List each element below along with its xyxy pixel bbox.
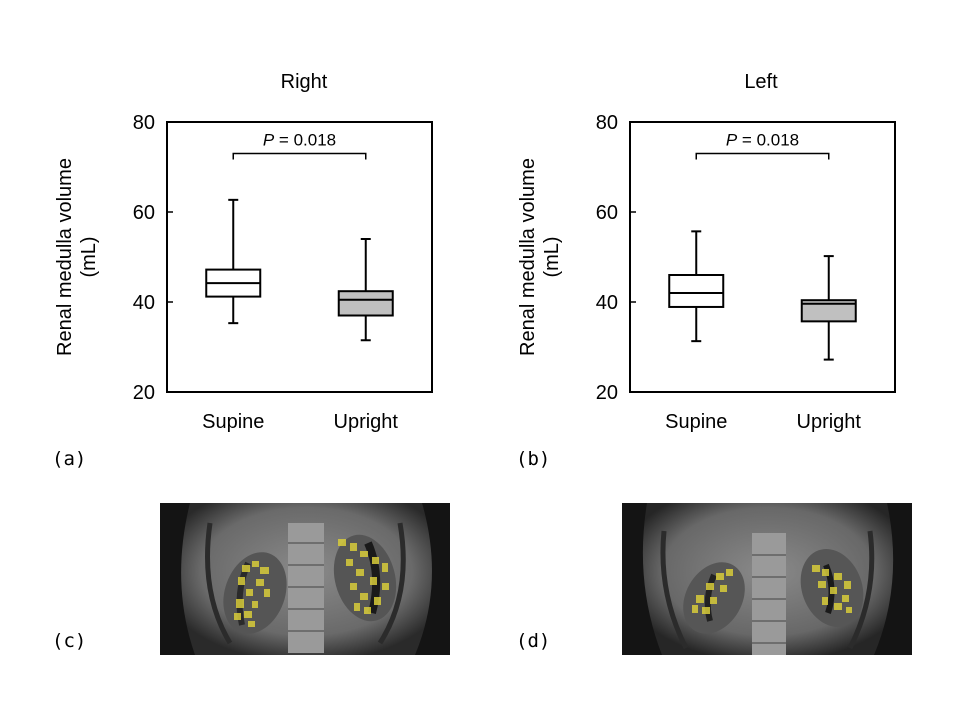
plot-frame xyxy=(629,121,896,393)
box-supine xyxy=(668,230,725,343)
x-category-label: Upright xyxy=(334,411,399,433)
x-category-label: Supine xyxy=(665,411,727,433)
box-upright xyxy=(800,255,857,361)
panel-label-b: (b) xyxy=(516,448,551,470)
significance-bracket xyxy=(232,152,367,160)
y-tick-label: 60 xyxy=(133,202,155,224)
box-iqr xyxy=(800,299,857,323)
chart-title: Left xyxy=(744,71,778,93)
y-axis-label: Renal medulla volume (mL) xyxy=(517,158,563,356)
box-iqr xyxy=(337,290,394,317)
panel-label-c: (c) xyxy=(52,630,87,652)
x-category-label: Supine xyxy=(202,411,264,433)
p-value-label: P = 0.018 xyxy=(726,131,799,150)
chart-right: Right 20 40 60 80 Renal medulla volume (mL) Sup… xyxy=(54,71,433,433)
box-supine xyxy=(205,198,262,325)
y-tick-label: 40 xyxy=(596,292,618,314)
y-axis-label: Renal medulla volume (mL) xyxy=(54,158,100,356)
chart-title: Right xyxy=(281,71,328,93)
panel-label-a: (a) xyxy=(52,448,87,470)
chart-left: Left 20 40 60 80 Renal medulla volume (mL) Supi… xyxy=(517,71,896,433)
y-tick-label: 20 xyxy=(596,382,618,404)
plot-frame xyxy=(166,121,433,393)
box-upright xyxy=(337,238,394,342)
y-tick-label: 40 xyxy=(133,292,155,314)
y-tick-label: 80 xyxy=(596,112,618,134)
box-iqr xyxy=(668,274,725,308)
y-tick-label: 20 xyxy=(133,382,155,404)
figure-charts: Right 20 40 60 80 Renal medulla volume (mL) Sup… xyxy=(54,71,896,433)
p-value-label: P = 0.018 xyxy=(263,131,336,150)
y-tick-label: 80 xyxy=(133,112,155,134)
panel-label-d: (d) xyxy=(516,630,551,652)
mri-image-supine xyxy=(160,503,450,655)
mri-image-upright xyxy=(622,503,912,655)
significance-bracket xyxy=(695,152,830,160)
x-category-label: Upright xyxy=(797,411,862,433)
y-tick-label: 60 xyxy=(596,202,618,224)
